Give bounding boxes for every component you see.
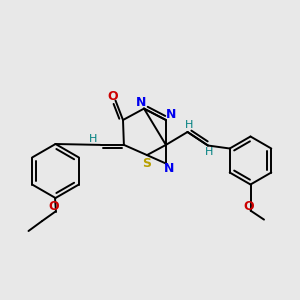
Text: O: O [244,200,254,213]
Text: O: O [108,90,118,104]
Text: H: H [205,147,214,157]
Text: S: S [142,157,152,170]
Text: O: O [49,200,59,214]
Text: N: N [164,162,175,176]
Text: N: N [136,96,146,109]
Text: N: N [166,107,176,121]
Text: H: H [89,134,97,145]
Text: H: H [185,120,193,130]
